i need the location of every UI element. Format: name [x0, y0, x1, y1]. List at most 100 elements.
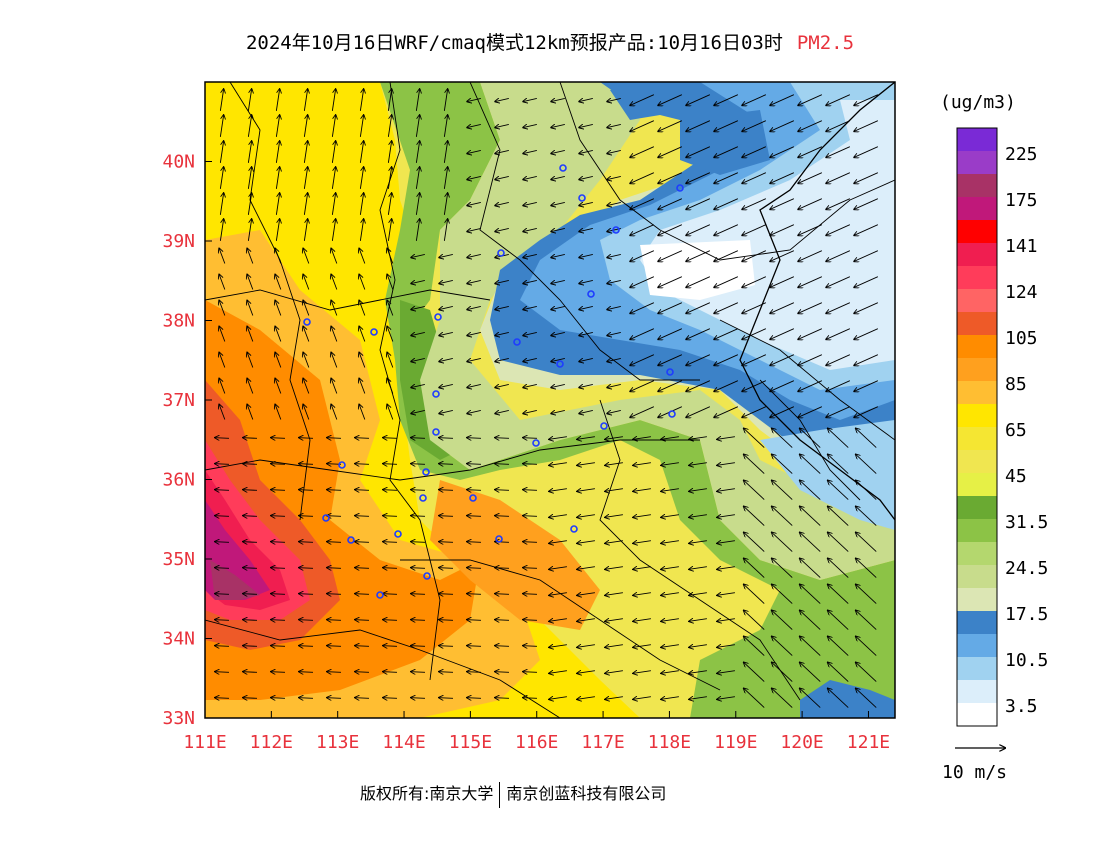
wind-arrow	[215, 568, 230, 569]
copyright-footer: 版权所有:南京大学 南京创蓝科技有限公司	[360, 780, 666, 808]
wind-arrow	[439, 594, 454, 595]
wind-arrow	[551, 254, 565, 257]
wind-arrow	[658, 302, 683, 314]
wind-arrow	[717, 515, 735, 518]
colorbar-label: 175	[1005, 190, 1038, 211]
wind-arrow	[467, 280, 481, 283]
wind-arrow	[355, 542, 370, 543]
wind-arrow	[439, 672, 454, 673]
wind-arrow	[303, 193, 307, 215]
city-marker	[423, 572, 431, 580]
colorbar-frame	[956, 127, 998, 727]
wind-arrow	[607, 384, 621, 387]
wind-arrow	[327, 620, 342, 621]
wind-arrow	[633, 515, 651, 518]
wind-arrow	[415, 219, 419, 241]
wind-arrow	[355, 438, 370, 439]
colorbar-swatch	[957, 427, 997, 450]
wind-arrow	[387, 167, 391, 189]
wind-arrow	[549, 619, 567, 622]
wind-arrow	[633, 489, 651, 492]
colorbar-label: 124	[1005, 282, 1038, 303]
wind-arrow	[275, 301, 282, 316]
wind-arrow	[800, 584, 821, 604]
wind-arrow	[607, 124, 621, 127]
lon-tick-label: 120E	[780, 732, 823, 753]
wind-arrow	[303, 353, 310, 368]
wind-arrow	[551, 124, 565, 127]
city-marker	[570, 525, 578, 533]
wind-arrow	[800, 454, 821, 474]
city-marker	[434, 313, 442, 321]
city-marker	[556, 360, 564, 368]
city-marker	[376, 591, 384, 599]
colorbar-swatch	[957, 243, 997, 266]
city-marker	[578, 194, 586, 202]
wind-arrow	[630, 198, 655, 210]
wind-arrow	[798, 198, 823, 210]
wind-arrow	[439, 646, 454, 647]
wind-arrow	[495, 410, 509, 413]
wind-arrow	[355, 698, 370, 699]
wind-arrow	[411, 438, 426, 439]
colorbar-swatch	[957, 611, 997, 634]
wind-arrow	[854, 328, 879, 340]
wind-arrow	[271, 516, 286, 517]
wind-arrow	[467, 698, 482, 699]
wind-arrow	[798, 146, 823, 158]
wind-arrow	[331, 219, 335, 241]
wind-arrow	[800, 558, 821, 578]
wind-arrow	[495, 124, 509, 127]
wind-arrow	[744, 558, 765, 578]
wind-arrow	[856, 662, 877, 682]
wind-arrow	[714, 380, 739, 392]
wind-arrow	[605, 567, 623, 570]
wind-arrow	[744, 480, 765, 500]
wind-arrow	[686, 406, 711, 418]
wind-arrow	[299, 594, 314, 595]
wind-arrow	[299, 620, 314, 621]
city-marker	[497, 249, 505, 257]
wind-arrow	[495, 594, 510, 595]
wind-arrow	[355, 672, 370, 673]
colorbar-swatch	[957, 197, 997, 220]
colorbar-swatch	[957, 151, 997, 174]
wind-arrow	[633, 697, 651, 700]
wind-arrow	[686, 120, 711, 132]
wind-arrow	[577, 567, 595, 570]
colorbar-swatch	[957, 289, 997, 312]
city-marker	[666, 368, 674, 376]
wind-arrow	[439, 306, 453, 309]
wind-arrow	[271, 594, 286, 595]
wind-arrow	[577, 697, 595, 700]
wind-arrow	[355, 620, 370, 621]
wind-arrow	[800, 428, 821, 448]
wind-arrow	[828, 532, 849, 552]
wind-arrow	[243, 464, 258, 465]
wind-arrow	[439, 332, 453, 335]
wind-arrow	[714, 302, 739, 314]
lat-tick-label: 38N	[162, 311, 195, 332]
wind-arrow	[303, 379, 310, 394]
wind-arrow	[327, 594, 342, 595]
wind-arrow	[854, 172, 879, 184]
wind-arrow	[579, 306, 593, 309]
colorbar-swatch	[957, 588, 997, 611]
wind-arrow	[826, 146, 851, 158]
wind-arrow	[523, 490, 538, 491]
wind-arrow	[856, 558, 877, 578]
wind-arrow	[579, 202, 593, 205]
wind-arrow	[411, 358, 425, 361]
wind-arrow	[689, 671, 707, 674]
wind-arrow	[467, 490, 482, 491]
wind-arrow	[355, 464, 370, 465]
wind-arrow	[689, 697, 707, 700]
wind-arrow	[359, 167, 363, 189]
wind-arrow	[495, 150, 509, 153]
wind-arrow	[215, 464, 230, 465]
wind-arrow	[607, 306, 621, 309]
wind-arrow	[742, 224, 767, 236]
city-marker	[347, 536, 355, 544]
wind-arrow	[303, 275, 310, 290]
wind-arrow	[411, 280, 425, 283]
